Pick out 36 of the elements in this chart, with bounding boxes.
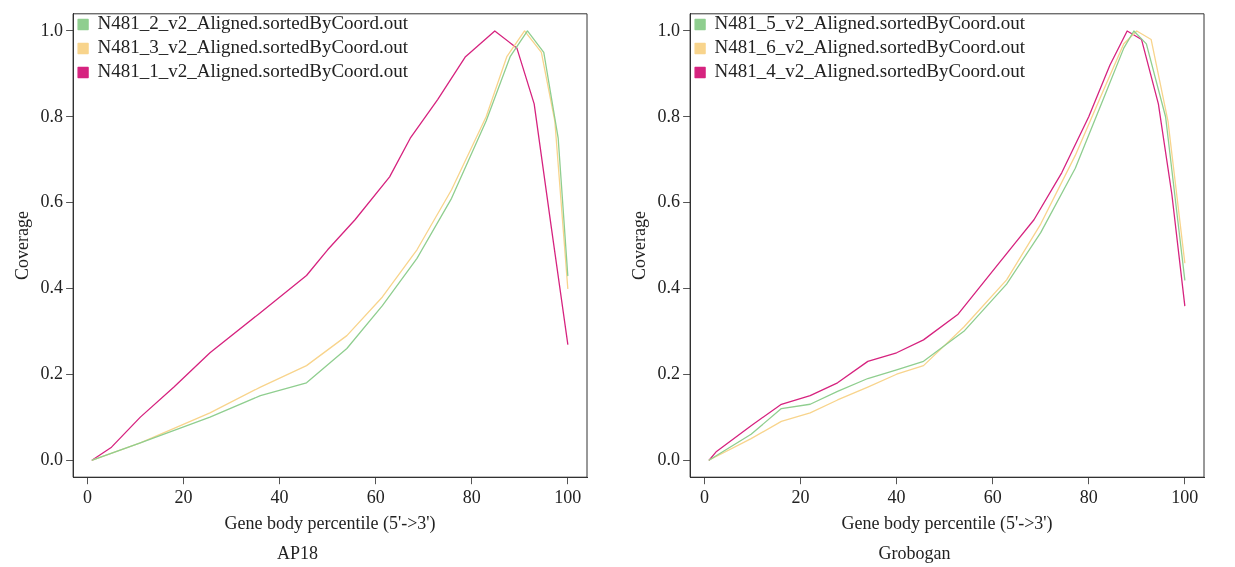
y-tick-label: 1.0 xyxy=(657,19,681,40)
y-tick-label: 0.6 xyxy=(657,191,681,212)
y-axis-title: Coverage xyxy=(11,211,32,280)
y-axis-title: Coverage xyxy=(628,211,649,280)
x-tick-label: 60 xyxy=(983,486,1002,507)
legend-label: N481_4_v2_Aligned.sortedByCoord.out xyxy=(714,60,1026,82)
x-tick-label: 40 xyxy=(887,486,906,507)
x-tick-label: 100 xyxy=(554,486,582,507)
legend-label: N481_2_v2_Aligned.sortedByCoord.out xyxy=(97,12,409,34)
x-tick-label: 80 xyxy=(462,486,481,507)
y-tick-label: 0.2 xyxy=(657,362,681,383)
y-tick-label: 0.2 xyxy=(40,362,64,383)
legend-label: N481_5_v2_Aligned.sortedByCoord.out xyxy=(714,12,1026,34)
y-tick-label: 0.0 xyxy=(40,448,64,469)
x-tick-label: 40 xyxy=(270,486,289,507)
x-tick-label: 20 xyxy=(174,486,193,507)
y-tick-label: 0.4 xyxy=(657,277,681,298)
x-tick-label: 80 xyxy=(1079,486,1098,507)
x-tick-label: 0 xyxy=(700,486,710,507)
x-tick-label: 100 xyxy=(1171,486,1199,507)
x-axis-title: Gene body percentile (5'->3') xyxy=(841,513,1053,535)
y-tick-label: 1.0 xyxy=(40,19,64,40)
text: AP18 xyxy=(276,542,319,563)
x-tick-label: 0 xyxy=(83,486,93,507)
legend-label: N481_3_v2_Aligned.sortedByCoord.out xyxy=(97,36,409,58)
x-axis-title: Gene body percentile (5'->3') xyxy=(224,513,436,535)
y-tick-label: 0.0 xyxy=(657,448,681,469)
text: Grobogan xyxy=(878,542,951,563)
legend-label: N481_6_v2_Aligned.sortedByCoord.out xyxy=(714,36,1026,58)
y-tick-label: 0.4 xyxy=(40,277,64,298)
x-tick-label: 20 xyxy=(791,486,810,507)
y-tick-label: 0.6 xyxy=(40,191,64,212)
y-tick-label: 0.8 xyxy=(657,105,681,126)
y-tick-label: 0.8 xyxy=(40,105,64,126)
legend-label: N481_1_v2_Aligned.sortedByCoord.out xyxy=(97,60,409,82)
x-tick-label: 60 xyxy=(366,486,385,507)
